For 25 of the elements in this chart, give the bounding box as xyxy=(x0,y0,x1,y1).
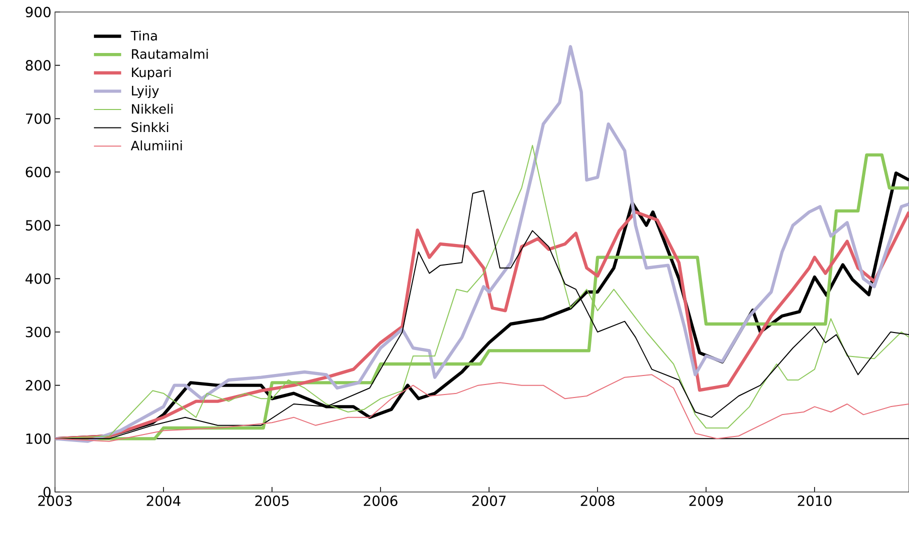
y-tick-label: 0 xyxy=(44,486,51,498)
y-tick-label: 500 xyxy=(26,220,51,231)
x-tick-label: 2003 xyxy=(38,496,72,506)
legend-label: Tina xyxy=(130,30,157,41)
y-tick-label: 700 xyxy=(26,113,51,124)
legend-label: Rautamalmi xyxy=(132,48,208,59)
legend-label: Nikkeli xyxy=(132,104,172,114)
legend-label: Kupari xyxy=(132,67,171,80)
x-tick-label: 2005 xyxy=(255,496,289,506)
x-tick-label: 2007 xyxy=(472,496,506,506)
x-tick-label: 2010 xyxy=(798,496,832,506)
y-tick-label: 200 xyxy=(26,380,51,391)
y-tick-label: 600 xyxy=(26,166,51,178)
x-tick-label: 2009 xyxy=(689,496,723,506)
legend-label: Alumiini xyxy=(130,140,182,150)
y-tick-label: 800 xyxy=(26,60,51,71)
legend-label: Sinkki xyxy=(132,122,168,132)
y-tick-label: 300 xyxy=(26,326,51,338)
legend-label: Lyijy xyxy=(132,86,159,98)
x-tick-label: 2008 xyxy=(580,496,614,506)
x-tick-label: 2004 xyxy=(146,496,180,506)
y-tick-label: 900 xyxy=(26,6,51,18)
x-tick-label: 2006 xyxy=(364,496,398,506)
y-tick-label: 100 xyxy=(26,433,51,444)
y-tick-label: 400 xyxy=(26,273,51,284)
